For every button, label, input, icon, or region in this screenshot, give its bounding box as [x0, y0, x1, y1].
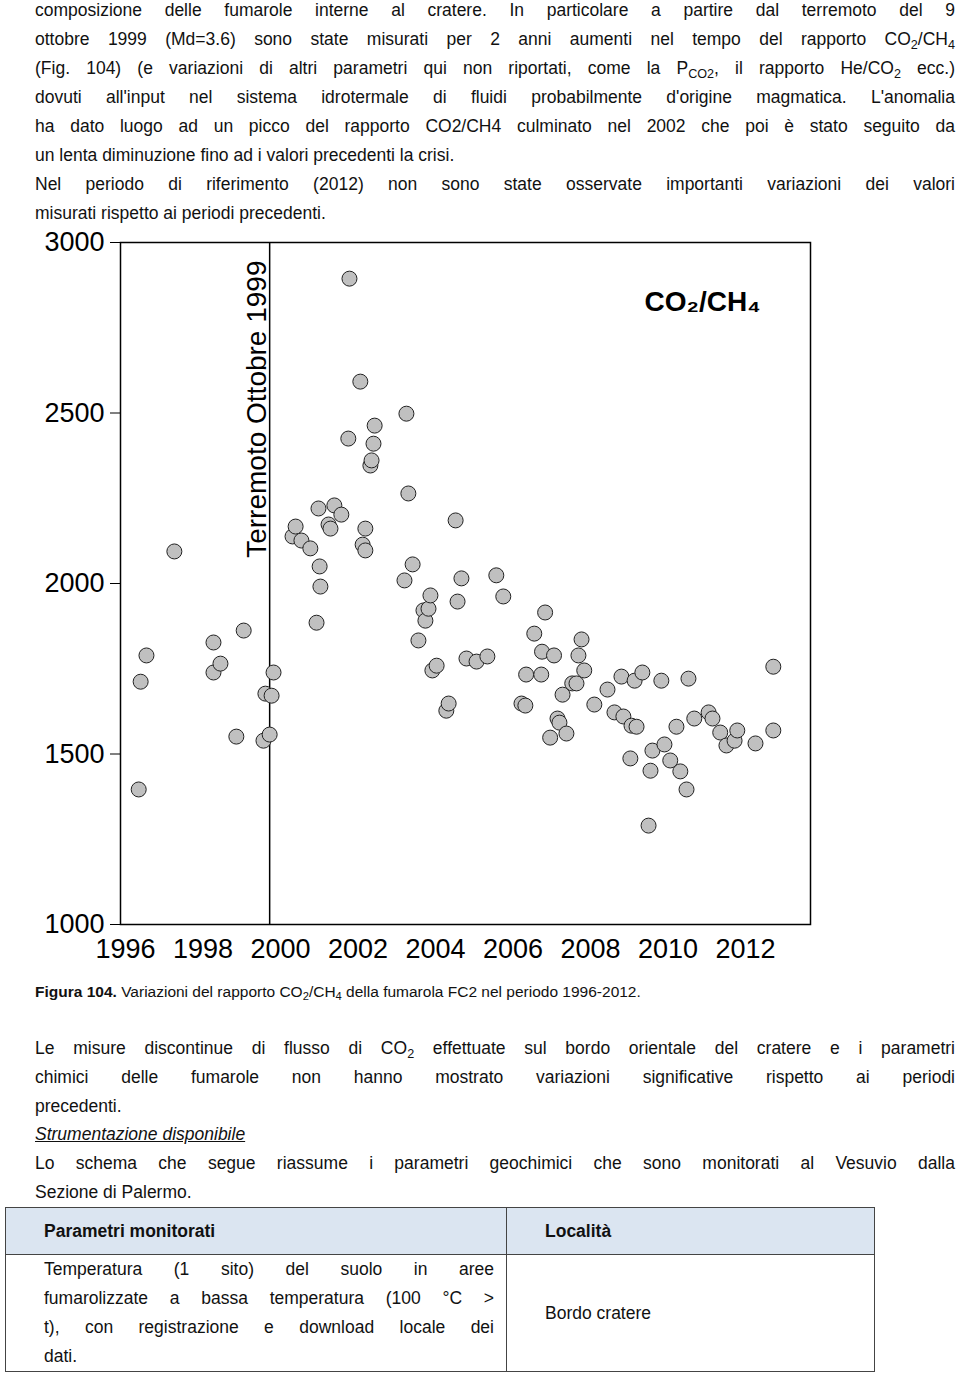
svg-text:2002: 2002: [328, 934, 388, 964]
html-text:dovuti all'input nel sistema i: dovuti all'input nel sistema idrotermale…: [35, 87, 955, 107]
svg-text:3000: 3000: [44, 228, 104, 257]
svg-text:Terremoto Ottobre 1999: Terremoto Ottobre 1999: [241, 261, 272, 558]
svg-text:1000: 1000: [44, 909, 105, 940]
html-text:Parametri monitorati: Parametri monitorati: [44, 1220, 216, 1241]
html-text:ha dato luogo ad un picco del: ha dato luogo ad un picco del rapporto C…: [35, 116, 955, 136]
html-text:Bordo cratere: Bordo cratere: [545, 1302, 651, 1323]
html-text:misurati rispetto ai periodi p: misurati rispetto ai periodi precedenti.: [35, 203, 326, 223]
svg-text:2012: 2012: [715, 934, 775, 964]
html-text:Sezione di Palermo.: Sezione di Palermo.: [35, 1182, 192, 1202]
html-text:(Fig. 104) (e variazioni di al: (Fig. 104) (e variazioni di altri parame…: [35, 58, 955, 81]
html-text:Figura 104. Variazioni del rap: Figura 104. Variazioni del rapporto CO2/…: [35, 983, 641, 1003]
svg-text:2006: 2006: [483, 934, 543, 964]
html-text:Strumentazione disponibile: Strumentazione disponibile: [35, 1124, 246, 1144]
svg-text:1996: 1996: [95, 934, 155, 964]
svg-text:2004: 2004: [405, 934, 465, 964]
svg-text:2000: 2000: [44, 568, 104, 598]
html-text:chimici delle fumarole non han: chimici delle fumarole non hanno mostrat…: [35, 1067, 955, 1087]
svg-text:2008: 2008: [560, 934, 620, 964]
html-text:Temperatura (1 sito) del suolo: Temperatura (1 sito) del suolo in aree: [44, 1259, 494, 1279]
svg-text:2500: 2500: [44, 398, 104, 428]
html-text:precedenti.: precedenti.: [35, 1096, 122, 1116]
html-text:Le misure discontinue di fluss: Le misure discontinue di flusso di CO2ef…: [35, 1038, 955, 1061]
svg-text:2010: 2010: [638, 934, 698, 964]
html-text:Nel periodo di riferimento (20: Nel periodo di riferimento (2012) non so…: [35, 174, 955, 194]
html-text:fumarolizzate a bassa temperat: fumarolizzate a bassa temperatura (100 °…: [44, 1288, 494, 1308]
html-text:dati.: dati.: [44, 1346, 78, 1366]
html-text:ottobre 1999 (Md=3.6) sono sta: ottobre 1999 (Md=3.6) sono state misurat…: [35, 29, 955, 52]
html-text:Lo schema che segue riassume i: Lo schema che segue riassume i parametri…: [35, 1153, 955, 1173]
svg-text:2000: 2000: [250, 934, 310, 964]
html-text:t), con registrazione e downlo: t), con registrazione e download locale …: [44, 1317, 494, 1337]
html-text:un lenta diminuzione fino ad i: un lenta diminuzione fino ad i valori pr…: [35, 145, 455, 165]
svg-text:1998: 1998: [173, 934, 233, 964]
html-text:composizione delle fumarole in: composizione delle fumarole interne al c…: [35, 0, 955, 20]
html-text:Località: Località: [545, 1220, 612, 1241]
svg-text:CO₂/CH₄: CO₂/CH₄: [644, 286, 760, 317]
svg-text:1500: 1500: [44, 739, 104, 769]
